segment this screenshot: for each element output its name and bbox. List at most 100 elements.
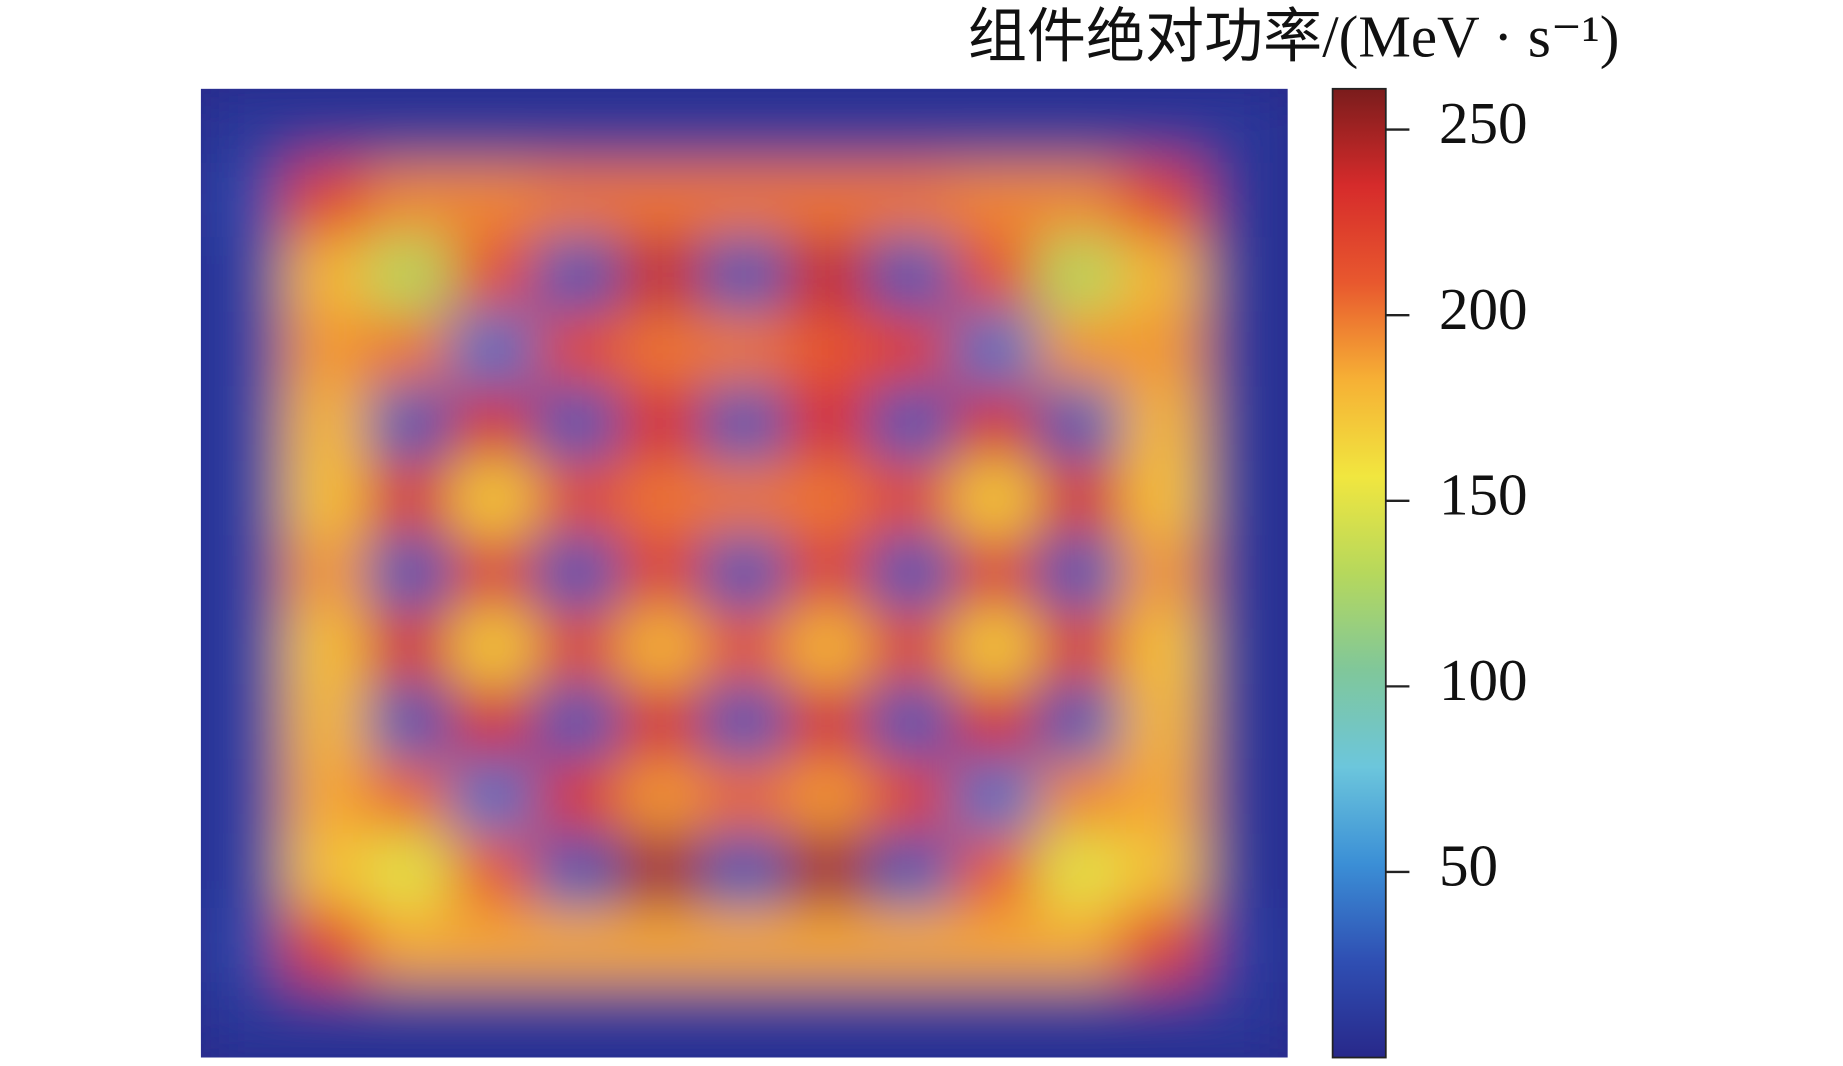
heatmap-cell xyxy=(701,833,787,910)
heatmap-cell xyxy=(1036,982,1122,1058)
heatmap-cell xyxy=(283,758,369,835)
heatmap-cell xyxy=(618,535,704,612)
heatmap-cell xyxy=(283,311,369,388)
heatmap-cell xyxy=(451,609,536,686)
heatmap-cell xyxy=(1036,386,1122,462)
heatmap-cell xyxy=(701,237,787,313)
heatmap-cell xyxy=(701,907,787,984)
heatmap-cell xyxy=(952,758,1038,835)
heatmap-cell xyxy=(618,162,704,239)
heatmap-cell xyxy=(1203,311,1288,388)
colorbar-tick-label: 150 xyxy=(1439,461,1528,527)
heatmap-cell xyxy=(367,982,453,1058)
heatmap-cell xyxy=(701,535,787,612)
heatmap-cell xyxy=(701,758,787,835)
heatmap-cell xyxy=(367,460,453,537)
heatmap-cell xyxy=(618,609,704,686)
heatmap-cell xyxy=(701,684,787,761)
heatmap-cell xyxy=(1119,162,1205,239)
heatmap-cell xyxy=(869,833,954,910)
heatmap-cell xyxy=(1119,535,1205,612)
heatmap-cell xyxy=(534,982,620,1058)
heatmap-cell xyxy=(1036,907,1122,984)
heatmap-cell xyxy=(534,162,620,239)
heatmap-cell xyxy=(869,907,954,984)
heatmap-cell xyxy=(952,907,1038,984)
heatmap-cell xyxy=(283,907,369,984)
heatmap-cell xyxy=(618,311,704,388)
heatmap-cell xyxy=(1036,535,1122,612)
heatmap-cell xyxy=(1203,162,1288,239)
heatmap-cell xyxy=(534,237,620,313)
heatmap-cell xyxy=(785,535,871,612)
heatmap-cell xyxy=(534,684,620,761)
heatmap-cell xyxy=(952,311,1038,388)
heatmap-cell xyxy=(200,237,286,313)
heatmap-cell xyxy=(283,460,369,537)
heatmap-cell xyxy=(785,237,871,313)
heatmap-cell xyxy=(1036,758,1122,835)
heatmap-cell xyxy=(367,162,453,239)
heatmap-cell xyxy=(952,88,1038,164)
heatmap-cell xyxy=(1203,833,1288,910)
heatmap-cell xyxy=(367,684,453,761)
colorbar xyxy=(1331,87,1387,1059)
heatmap-cell xyxy=(451,386,536,462)
heatmap-cell xyxy=(618,386,704,462)
heatmap-cell xyxy=(283,982,369,1058)
heatmap-cell xyxy=(451,982,536,1058)
heatmap-cell xyxy=(785,833,871,910)
heatmap-cell xyxy=(869,982,954,1058)
heatmap-cell xyxy=(1119,386,1205,462)
heatmap-cell xyxy=(283,162,369,239)
heatmap-cell xyxy=(451,311,536,388)
heatmap-cell xyxy=(869,609,954,686)
heatmap-cell xyxy=(785,386,871,462)
heatmap-cell xyxy=(1036,162,1122,239)
heatmap-cell xyxy=(1119,833,1205,910)
heatmap-cell xyxy=(785,162,871,239)
heatmap-cell xyxy=(785,684,871,761)
heatmap-cell xyxy=(869,311,954,388)
heatmap-cell xyxy=(534,758,620,835)
heatmap-cell xyxy=(1203,684,1288,761)
heatmap-cell xyxy=(869,386,954,462)
heatmap-cell xyxy=(367,758,453,835)
heatmap-cell xyxy=(1119,684,1205,761)
heatmap-cell xyxy=(869,758,954,835)
heatmap-cell xyxy=(367,833,453,910)
heatmap-cell xyxy=(869,237,954,313)
heatmap-cell xyxy=(701,609,787,686)
heatmap-cell xyxy=(534,460,620,537)
heatmap-cell xyxy=(283,386,369,462)
colorbar-tick-label: 250 xyxy=(1439,90,1528,156)
heatmap-cell xyxy=(701,982,787,1058)
heatmap-cell xyxy=(1119,460,1205,537)
heatmap-cell xyxy=(1036,609,1122,686)
heatmap-cell xyxy=(785,311,871,388)
heatmap-cell xyxy=(1203,535,1288,612)
heatmap-cell xyxy=(1203,982,1288,1058)
heatmap-cell xyxy=(367,907,453,984)
heatmap-cell xyxy=(283,88,369,164)
heatmap-cell xyxy=(534,386,620,462)
heatmap-cell xyxy=(367,311,453,388)
heatmap-cell xyxy=(200,982,286,1058)
heatmap-cell xyxy=(952,982,1038,1058)
heatmap-cell xyxy=(451,237,536,313)
heatmap-cell xyxy=(200,609,286,686)
heatmap-cell xyxy=(200,311,286,388)
heatmap-cell xyxy=(367,535,453,612)
heatmap-cell xyxy=(952,535,1038,612)
colorbar-title: 组件绝对功率/(MeV · s⁻¹) xyxy=(968,3,1620,69)
heatmap-cell xyxy=(1036,684,1122,761)
heatmap-cell xyxy=(1203,237,1288,313)
heatmap-cell xyxy=(534,907,620,984)
heatmap-cell xyxy=(200,88,286,164)
heatmap-cell xyxy=(785,758,871,835)
heatmap-cell xyxy=(200,535,286,612)
heatmap-cell xyxy=(1036,88,1122,164)
heatmap-cell xyxy=(534,535,620,612)
heatmap-cell xyxy=(1203,88,1288,164)
heatmap-cell xyxy=(1203,386,1288,462)
